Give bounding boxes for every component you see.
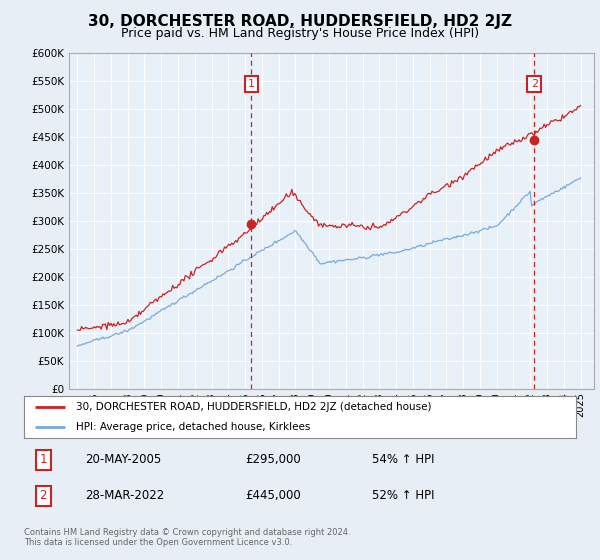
Text: 2: 2 <box>40 489 47 502</box>
Text: 54% ↑ HPI: 54% ↑ HPI <box>372 453 434 466</box>
Text: 1: 1 <box>40 453 47 466</box>
Text: 52% ↑ HPI: 52% ↑ HPI <box>372 489 434 502</box>
Text: 20-MAY-2005: 20-MAY-2005 <box>85 453 161 466</box>
Text: Price paid vs. HM Land Registry's House Price Index (HPI): Price paid vs. HM Land Registry's House … <box>121 27 479 40</box>
Text: 1: 1 <box>248 79 255 89</box>
Text: £295,000: £295,000 <box>245 453 301 466</box>
Text: £445,000: £445,000 <box>245 489 301 502</box>
Text: 2: 2 <box>531 79 538 89</box>
Text: 28-MAR-2022: 28-MAR-2022 <box>85 489 164 502</box>
Text: HPI: Average price, detached house, Kirklees: HPI: Average price, detached house, Kirk… <box>76 422 311 432</box>
Text: 30, DORCHESTER ROAD, HUDDERSFIELD, HD2 2JZ (detached house): 30, DORCHESTER ROAD, HUDDERSFIELD, HD2 2… <box>76 402 432 412</box>
Text: Contains HM Land Registry data © Crown copyright and database right 2024.
This d: Contains HM Land Registry data © Crown c… <box>24 528 350 547</box>
Text: 30, DORCHESTER ROAD, HUDDERSFIELD, HD2 2JZ: 30, DORCHESTER ROAD, HUDDERSFIELD, HD2 2… <box>88 14 512 29</box>
